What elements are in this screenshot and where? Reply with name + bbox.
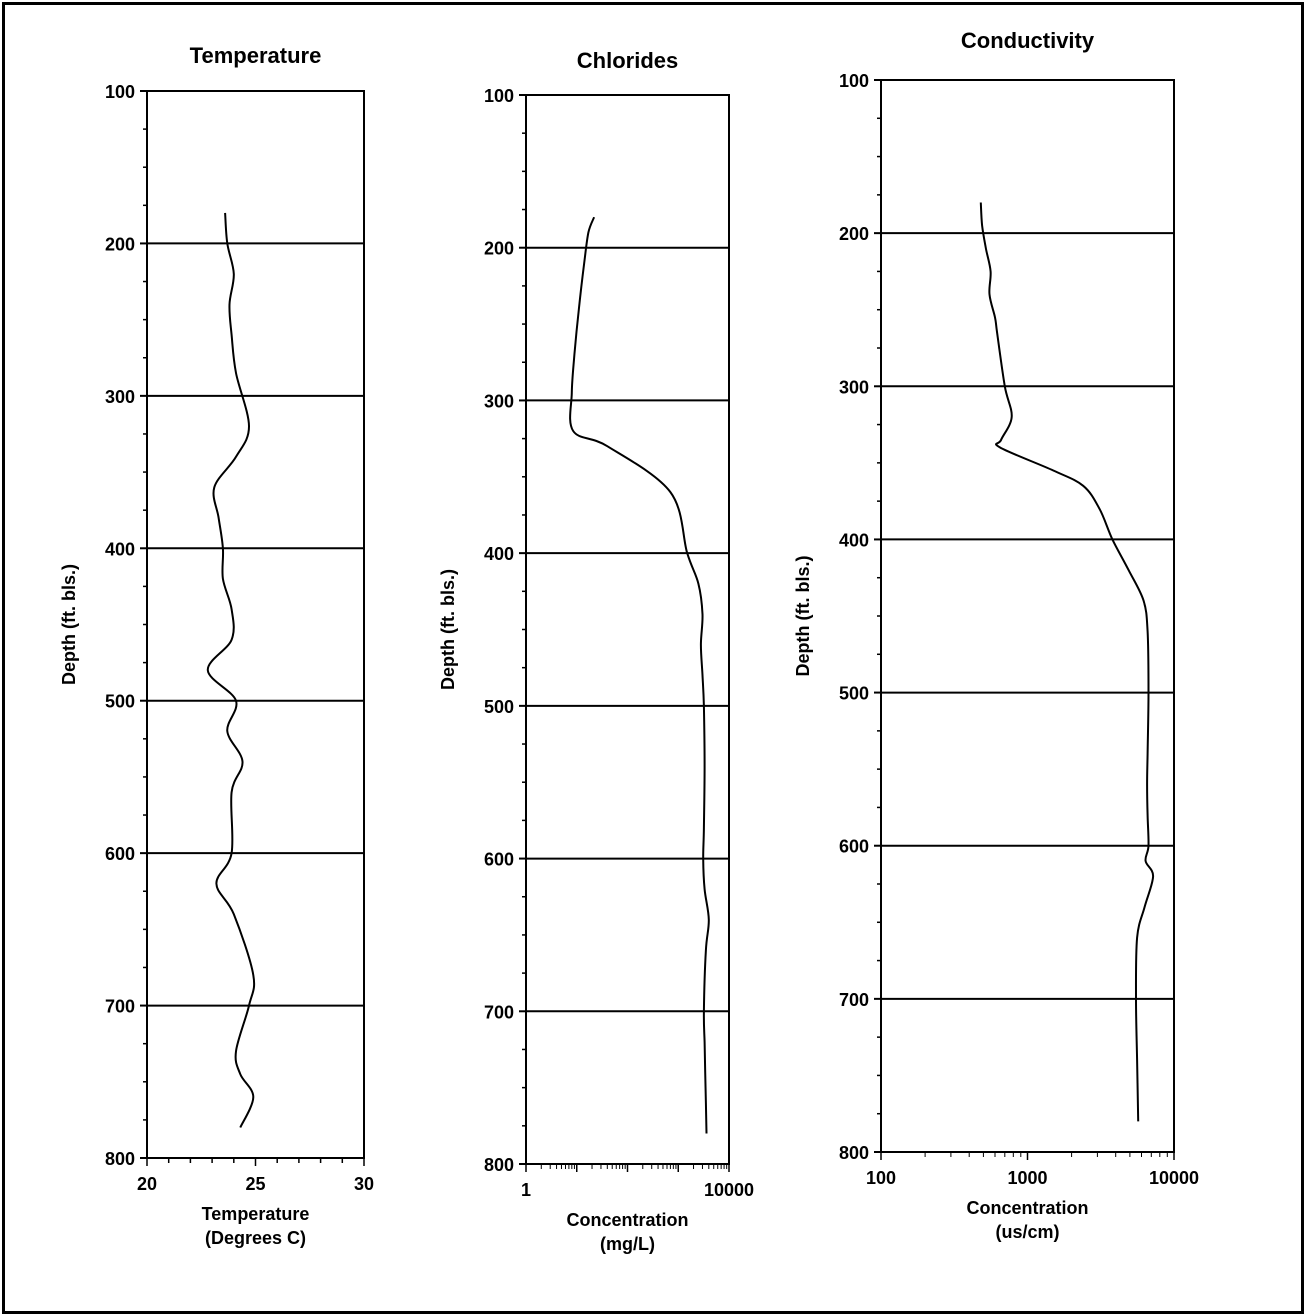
x-tick-label: 30 [354,1174,374,1194]
x-axis-label: (Degrees C) [205,1228,306,1248]
x-axis-label: (mg/L) [600,1234,655,1254]
x-tick-label: 1 [521,1180,531,1200]
chart-title: Chlorides [577,48,678,73]
x-tick-label: 20 [137,1174,157,1194]
y-tick-label: 400 [839,530,869,550]
y-tick-label: 300 [484,391,514,411]
y-tick-label: 600 [484,850,514,870]
y-axis-label: Depth (ft. bls.) [59,564,79,685]
y-tick-label: 200 [484,239,514,259]
y-tick-label: 100 [105,82,135,102]
chart-chlorides: Chlorides 100 200 300 400 500 600 700 800 1 10000 C… [438,48,754,1254]
y-tick-label: 700 [105,997,135,1017]
x-axis-label: Concentration [566,1210,688,1230]
y-tick-label: 700 [839,990,869,1010]
x-tick-label: 1000 [1007,1168,1047,1188]
y-tick-label: 700 [484,1002,514,1022]
x-tick-label: 100 [866,1168,896,1188]
y-tick-label: 200 [839,224,869,244]
series-line [569,216,710,1134]
plot-area [525,94,730,1165]
y-tick-label: 600 [839,837,869,857]
y-tick-label: 200 [105,234,135,254]
y-tick-label: 500 [839,684,869,704]
y-tick-label: 800 [105,1149,135,1169]
y-tick-label: 400 [105,539,135,559]
x-axis-label: Concentration [966,1198,1088,1218]
y-axis-label: Depth (ft. bls.) [438,569,458,690]
plot-area [146,90,365,1159]
y-tick-label: 300 [105,387,135,407]
x-axis-label: Temperature [202,1204,310,1224]
y-tick-label: 100 [484,86,514,106]
y-tick-label: 300 [839,377,869,397]
series-line [206,212,256,1128]
x-tick-label: 25 [245,1174,265,1194]
chart-title: Conductivity [961,28,1095,53]
y-tick-label: 800 [839,1143,869,1163]
x-tick-label: 10000 [1149,1168,1199,1188]
y-tick-label: 500 [105,692,135,712]
plot-area [880,79,1175,1153]
y-tick-label: 500 [484,697,514,717]
y-tick-label: 800 [484,1155,514,1175]
y-tick-label: 400 [484,544,514,564]
y-tick-label: 100 [839,71,869,91]
series-line [979,202,1155,1122]
y-tick-label: 600 [105,844,135,864]
y-axis-label: Depth (ft. bls.) [793,556,813,677]
chart-conductivity: Conductivity 100 200 300 400 500 600 700 800 100 1… [793,28,1199,1242]
x-axis-label: (us/cm) [995,1222,1059,1242]
chart-title: Temperature [190,43,322,68]
x-tick-label: 10000 [704,1180,754,1200]
